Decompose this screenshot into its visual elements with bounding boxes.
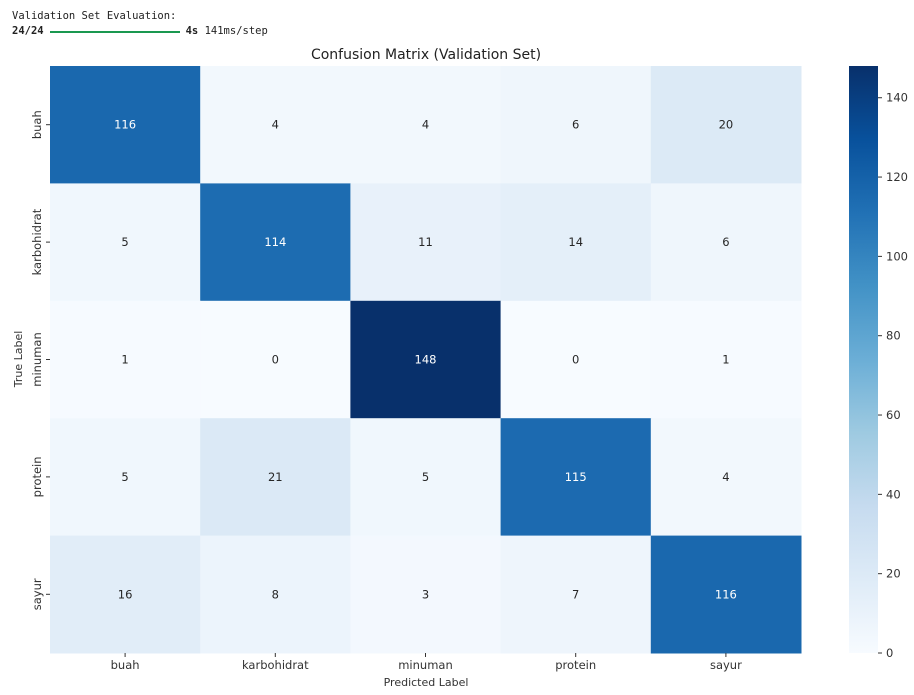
y-axis-label: True Label (12, 331, 25, 389)
y-tick-label: buah (30, 110, 44, 139)
heatmap-cell (350, 418, 502, 537)
y-tick-label: minuman (30, 332, 44, 387)
heatmap-cell-label: 5 (422, 470, 429, 484)
heatmap-cells: 116 4 4 6 20 5 114 11 14 6 1 0 148 0 1 5 21 5 115 4 16 8 3 7 116 (50, 66, 802, 654)
heatmap-cell (200, 535, 351, 654)
heatmap-cell-label: 6 (722, 235, 729, 249)
heatmap-cell (500, 183, 652, 302)
heatmap-cell-label: 0 (572, 353, 579, 367)
x-tick-label: protein (555, 658, 596, 672)
heatmap-cell-label: 0 (272, 353, 279, 367)
colorbar-tick-label: 80 (886, 329, 901, 343)
heatmap-cell-label: 114 (264, 235, 286, 249)
heatmap-cell-label: 11 (418, 235, 433, 249)
heatmap-cell-label: 5 (121, 235, 128, 249)
x-tick-label: sayur (710, 658, 742, 672)
heatmap-cell (200, 66, 351, 184)
colorbar-tick-label: 100 (886, 249, 908, 263)
progress-bar (49, 30, 180, 33)
heatmap-cell (50, 66, 201, 184)
heatmap-cell (200, 183, 351, 302)
heatmap-cell-label: 1 (722, 353, 729, 367)
heatmap-cell-label: 4 (722, 470, 729, 484)
colorbar-tick-label: 120 (886, 170, 908, 184)
x-tick-label: karbohidrat (242, 658, 309, 672)
colorbar-tick-label: 140 (886, 91, 908, 105)
heatmap-cell-label: 8 (272, 587, 279, 601)
heatmap-cell (500, 535, 652, 654)
heatmap-cell (650, 183, 802, 302)
console-output: Validation Set Evaluation: 24/24 4s 141m… (12, 9, 268, 39)
heatmap-cell (200, 418, 351, 537)
heatmap-cell (650, 66, 802, 184)
console-line-progress: 24/24 4s 141ms/step (12, 24, 268, 39)
y-tick-label: sayur (30, 578, 44, 610)
colorbar-tick-label: 20 (886, 567, 901, 581)
colorbar-tick-label: 60 (886, 408, 901, 422)
x-tick-label: buah (111, 658, 140, 672)
y-tick-label: protein (30, 456, 44, 497)
heatmap-cell-label: 4 (422, 118, 429, 132)
heatmap-cell-label: 1 (121, 353, 128, 367)
x-tick-label: minuman (398, 658, 453, 672)
heatmap-cell-label: 16 (118, 587, 133, 601)
heatmap-cell-label: 148 (415, 353, 437, 367)
heatmap-cell-label: 115 (565, 470, 587, 484)
y-tick-label: karbohidrat (30, 208, 44, 275)
heatmap-cell (650, 418, 802, 537)
heatmap-cell-label: 6 (572, 118, 579, 132)
colorbar (849, 66, 878, 653)
heatmap-cell (650, 300, 802, 419)
heatmap-cell (350, 535, 502, 654)
heatmap-cell-label: 20 (719, 118, 734, 132)
heatmap-cell (50, 183, 201, 302)
heatmap-cell-label: 14 (568, 235, 583, 249)
heatmap-cell-label: 21 (268, 470, 283, 484)
heatmap-cell (50, 535, 201, 654)
y-axis-ticks: buah karbohidrat minuman protein sayur (30, 110, 50, 610)
heatmap-cell-label: 7 (572, 587, 579, 601)
colorbar-tick-label: 40 (886, 487, 901, 501)
heatmap-cell (200, 300, 351, 419)
heatmap-cell (500, 66, 652, 184)
heatmap-cell (50, 418, 201, 537)
heatmap-cell (50, 300, 201, 419)
console-line-header: Validation Set Evaluation: (12, 9, 268, 24)
heatmap-cell (350, 183, 502, 302)
heatmap-cell (350, 66, 502, 184)
console-step-rate: 141ms/step (204, 25, 268, 37)
console-step-count: 24/24 (12, 25, 44, 37)
heatmap-cell (500, 300, 652, 419)
x-axis-label: Predicted Label (384, 676, 469, 689)
x-axis-ticks: buah karbohidrat minuman protein sayur (111, 653, 742, 672)
heatmap-cell-label: 116 (114, 118, 136, 132)
colorbar-tick-label: 0 (886, 646, 893, 660)
chart-title: Confusion Matrix (Validation Set) (311, 47, 541, 63)
heatmap-cell (350, 300, 502, 419)
colorbar-ticks: 0 20 40 60 80 100 120 140 (878, 91, 908, 660)
console-elapsed-time: 4s (185, 25, 199, 37)
heatmap-cell-label: 3 (422, 587, 429, 601)
heatmap-cell (500, 418, 652, 537)
heatmap-cell-label: 5 (121, 470, 128, 484)
console-header-text: Validation Set Evaluation: (12, 10, 177, 22)
heatmap-cell-label: 4 (272, 118, 279, 132)
heatmap-cell-label: 116 (715, 587, 737, 601)
heatmap-cell (650, 535, 802, 654)
